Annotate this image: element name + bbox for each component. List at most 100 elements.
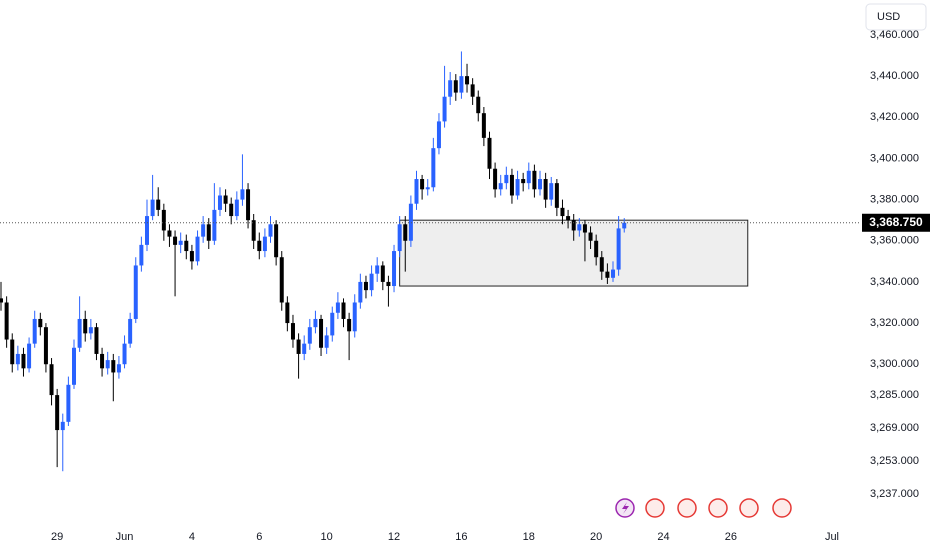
event-icon[interactable] — [708, 498, 728, 518]
candle-body — [543, 179, 548, 200]
candle — [206, 218, 211, 249]
candle-body — [201, 224, 206, 237]
candle-body — [605, 271, 610, 278]
candle — [582, 220, 587, 262]
candle-body — [425, 187, 430, 190]
candle-body — [240, 189, 245, 200]
candle — [43, 323, 48, 373]
candle-body — [313, 318, 318, 328]
currency-button-box[interactable] — [865, 3, 927, 31]
candle — [279, 251, 284, 311]
candle-body — [178, 240, 183, 245]
candle — [246, 183, 251, 229]
candle — [335, 292, 340, 319]
candle — [386, 275, 391, 307]
candle — [189, 244, 194, 270]
candle-body — [32, 318, 37, 344]
candle-body — [431, 148, 436, 188]
candle-body — [173, 236, 178, 245]
candle — [150, 174, 155, 221]
candle-body — [594, 240, 599, 258]
candle-body — [133, 265, 138, 319]
candle-body — [111, 360, 116, 373]
candle-body — [234, 199, 239, 217]
event-icon[interactable] — [677, 498, 697, 518]
y-tick-label: 3,440.000 — [870, 70, 919, 82]
candle — [453, 74, 458, 101]
candle-body — [83, 318, 88, 334]
candle-body — [55, 395, 60, 431]
candle — [184, 234, 189, 260]
candle — [330, 306, 335, 342]
candle-body — [453, 80, 458, 93]
candle — [369, 265, 374, 297]
candle — [128, 312, 133, 348]
candle — [566, 209, 571, 229]
event-icon[interactable] — [645, 498, 665, 518]
candle — [599, 251, 604, 280]
candle-body — [49, 364, 54, 396]
candle — [307, 318, 312, 350]
candle — [465, 63, 470, 93]
candle-body — [498, 183, 503, 190]
candle — [403, 216, 408, 272]
candle — [122, 335, 127, 369]
candle-body — [72, 347, 77, 385]
candle-body — [122, 343, 127, 365]
candle-body — [212, 209, 217, 241]
currency-label[interactable]: USD — [877, 11, 900, 23]
candle-body — [27, 343, 32, 369]
candle-body — [223, 195, 228, 204]
candle — [133, 257, 138, 324]
x-tick-label: 29 — [51, 531, 63, 543]
candle — [223, 189, 228, 212]
event-icon-bolt — [622, 502, 629, 514]
candle-body — [487, 137, 492, 169]
candle — [622, 218, 627, 233]
candle-body — [156, 199, 161, 210]
y-tick-label: 3,300.000 — [870, 358, 919, 370]
candle — [21, 347, 26, 377]
y-tick-label: 3,285.000 — [870, 389, 919, 401]
candle — [509, 168, 514, 204]
candle — [324, 327, 329, 354]
candle — [532, 164, 537, 198]
candle — [167, 224, 172, 247]
candle-body — [521, 179, 526, 184]
candle — [476, 90, 481, 122]
currency-button[interactable]: USD — [865, 3, 927, 31]
candle-body — [94, 327, 99, 354]
candle-body — [465, 76, 470, 85]
candle — [538, 170, 543, 196]
candle — [60, 413, 65, 472]
candle-body — [128, 318, 133, 344]
candle — [257, 232, 262, 260]
candle — [611, 261, 616, 282]
y-tick-label: 3,320.000 — [870, 317, 919, 329]
candle-body — [380, 265, 385, 282]
candle — [302, 335, 307, 361]
candle-body — [307, 327, 312, 344]
event-icons — [615, 498, 792, 518]
candle-body — [476, 96, 481, 114]
x-tick-label: 26 — [725, 531, 737, 543]
y-tick-label: 3,237.000 — [870, 488, 919, 500]
candle-body — [10, 339, 15, 365]
candle — [296, 333, 301, 379]
candle — [262, 228, 267, 258]
candle — [616, 216, 621, 276]
candle-body — [246, 189, 251, 221]
candle — [414, 170, 419, 210]
candle-body — [549, 183, 554, 200]
candle-body — [105, 360, 110, 369]
x-tick-label: 24 — [657, 531, 669, 543]
candle — [161, 203, 166, 241]
candle — [481, 107, 486, 147]
event-icon[interactable] — [772, 498, 792, 518]
candle-body — [414, 179, 419, 204]
candle — [251, 214, 256, 249]
event-icon[interactable] — [739, 498, 759, 518]
y-tick-label: 3,340.000 — [870, 276, 919, 288]
candle — [144, 199, 149, 252]
candle — [32, 310, 37, 348]
